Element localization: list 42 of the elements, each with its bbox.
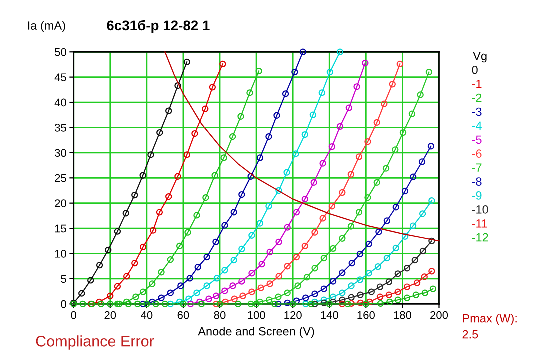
y-axis-title: Ia (mA)	[28, 21, 66, 32]
x-tick-label: 100	[248, 311, 266, 320]
text: -1	[472, 80, 482, 88]
text: -8	[472, 178, 482, 186]
text: 2.5	[462, 330, 478, 339]
y-tick-label: 5	[61, 275, 66, 284]
x-axis-title: Anode and Screen (V)	[198, 327, 314, 338]
text: -4	[472, 122, 482, 130]
text: -12	[472, 233, 488, 242]
text: -7	[472, 164, 482, 172]
y-tick-label: 50	[54, 48, 66, 56]
y-tick-label: 25	[55, 174, 66, 182]
x-tick-label: 0	[71, 311, 76, 320]
text: Pmax (W):	[463, 314, 517, 326]
x-tick-label: 160	[358, 311, 375, 320]
x-tick-label: 180	[394, 311, 412, 320]
y-tick-label: 30	[54, 149, 66, 158]
text: -10	[472, 206, 488, 214]
x-tick-label: 200	[430, 311, 448, 320]
x-tick-label: 60	[178, 311, 190, 320]
x-tick-label: 140	[321, 311, 338, 320]
x-tick-label: 40	[141, 311, 153, 320]
text: -5	[472, 136, 482, 144]
x-tick-label: 120	[284, 311, 302, 320]
text: 0	[472, 66, 478, 74]
y-tick-label: 35	[54, 124, 66, 132]
y-tick-label: 45	[54, 74, 66, 82]
x-tick-label: 80	[214, 311, 226, 320]
chart-title: 6c31б-p 12-82 1	[107, 20, 210, 34]
legend-title: Vg	[473, 52, 487, 63]
text: -6	[472, 150, 482, 158]
text: -3	[472, 108, 482, 116]
text: Compliance Error	[36, 336, 154, 350]
y-tick-label: 15	[55, 224, 66, 233]
y-tick-label: 10	[55, 250, 66, 258]
text: -9	[472, 192, 482, 200]
text: -11	[472, 220, 488, 228]
y-tick-label: 0	[61, 300, 66, 308]
x-tick-label: 20	[104, 311, 116, 320]
y-tick-label: 40	[54, 98, 66, 107]
text: -2	[472, 94, 482, 102]
y-tick-label: 20	[55, 200, 66, 208]
